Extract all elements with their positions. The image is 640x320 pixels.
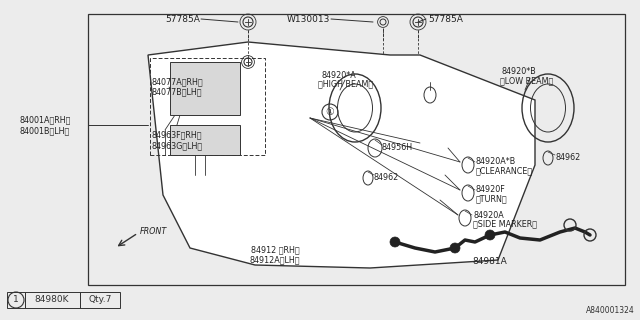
Text: 〈CLEARANCE〉: 〈CLEARANCE〉 [476,166,533,175]
Text: 84077B〈LH〉: 84077B〈LH〉 [152,87,202,97]
Text: 84077A〈RH〉: 84077A〈RH〉 [152,77,204,86]
Text: 84963F〈RH〉: 84963F〈RH〉 [152,131,202,140]
Text: 84962: 84962 [555,154,580,163]
Text: 84962: 84962 [374,173,399,182]
Text: 84980K: 84980K [35,295,69,305]
Circle shape [390,237,400,247]
Text: 84912 〈RH〉: 84912 〈RH〉 [251,245,300,254]
Text: FRONT: FRONT [140,228,167,236]
Bar [88,14,625,285]
Text: 84963G〈LH〉: 84963G〈LH〉 [152,141,203,150]
Circle shape [450,243,460,253]
Text: W130013: W130013 [287,14,330,23]
Bar [150,58,265,155]
Text: 84001B〈LH〉: 84001B〈LH〉 [20,126,70,135]
Text: A840001324: A840001324 [586,306,635,315]
Text: 〈TURN〉: 〈TURN〉 [476,195,508,204]
Polygon shape [148,42,535,268]
Bar [80,292,120,308]
Text: 84920F: 84920F [476,186,506,195]
Bar [25,292,80,308]
Text: 〈LOW BEAM〉: 〈LOW BEAM〉 [500,76,553,85]
Text: ①: ① [326,107,334,117]
Text: 84001A〈RH〉: 84001A〈RH〉 [20,116,72,124]
Text: 1: 1 [13,295,19,305]
Bar [170,125,240,155]
Bar [170,62,240,115]
Text: 57785A: 57785A [428,14,463,23]
Text: Qty.7: Qty.7 [88,295,112,305]
Text: 84912A〈LH〉: 84912A〈LH〉 [250,255,300,265]
Bar [7,292,25,308]
Text: 84920*B: 84920*B [502,68,537,76]
Text: 〈HIGH BEAM〉: 〈HIGH BEAM〉 [318,79,373,89]
Text: 〈SIDE MARKER〉: 〈SIDE MARKER〉 [473,220,537,228]
Text: 84981A: 84981A [472,258,508,267]
Circle shape [485,230,495,240]
Text: 57785A: 57785A [165,14,200,23]
Text: 84920*A: 84920*A [322,70,356,79]
Text: 84956H: 84956H [382,143,413,153]
Text: 84920A: 84920A [473,211,504,220]
Text: 84920A*B: 84920A*B [476,157,516,166]
